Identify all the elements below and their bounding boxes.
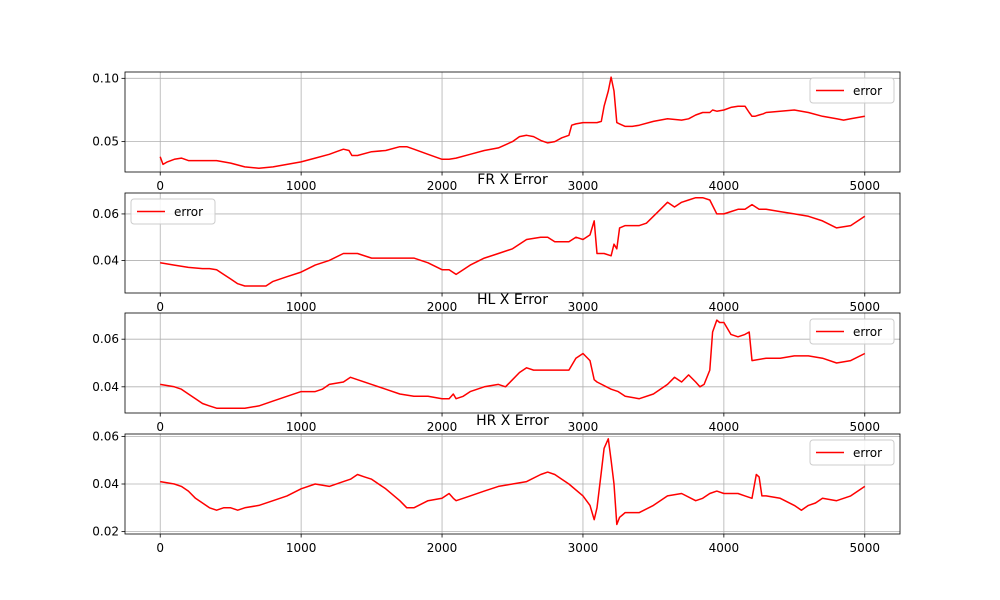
- subplot-2: FR X Error 0 1000 2000 3000 4000 5000 0.04 0.06 e…: [92, 172, 901, 314]
- x-tick-label: 5000: [849, 420, 880, 434]
- subplot-4: HR X Error 0 1000 2000 3000 4000 5000 0.02 0.04 0…: [92, 413, 901, 555]
- y-tick-label: 0.06: [92, 207, 119, 221]
- x-tick-label: 0: [156, 541, 164, 555]
- x-tick-label: 1000: [286, 300, 317, 314]
- x-tick-label: 1000: [286, 179, 317, 193]
- y-tick-label: 0.06: [92, 332, 119, 346]
- x-tick-label: 0: [156, 300, 164, 314]
- y-tick-label: 0.06: [92, 429, 119, 443]
- x-tick-label: 3000: [568, 300, 599, 314]
- subplot-title: FR X Error: [477, 172, 548, 188]
- y-tick-label: 0.04: [92, 477, 119, 491]
- y-tick-label: 0.04: [92, 253, 119, 267]
- legend: error: [809, 439, 895, 466]
- legend-box: [130, 198, 216, 225]
- x-tick-label: 4000: [709, 300, 740, 314]
- x-tick-label: 4000: [709, 541, 740, 555]
- legend-label: error: [853, 325, 882, 339]
- legend: error: [809, 318, 895, 345]
- legend-box: [809, 318, 895, 345]
- legend-label: error: [174, 205, 203, 219]
- legend-box: [809, 77, 895, 104]
- series-line-error: [160, 438, 866, 526]
- series-line-error: [160, 196, 866, 287]
- y-tick-label: 0.10: [92, 71, 119, 85]
- x-tick-label: 3000: [568, 541, 599, 555]
- x-tick-label: 4000: [709, 420, 740, 434]
- series-line-error: [160, 319, 866, 409]
- legend-box: [809, 439, 895, 466]
- y-tick-label: 0.04: [92, 380, 119, 394]
- x-tick-label: 5000: [849, 541, 880, 555]
- legend: error: [809, 77, 895, 104]
- axes-frame: [124, 71, 901, 173]
- axes-frame: [124, 192, 901, 294]
- x-tick-label: 3000: [568, 420, 599, 434]
- subplot-title: HR X Error: [476, 413, 549, 429]
- subplot-1: 0 1000 2000 3000 4000 5000 0.05 0.10 error: [92, 71, 901, 193]
- subplot-3: HL X Error 0 1000 2000 3000 4000 5000 0.04 0.06 e…: [92, 292, 901, 434]
- legend-label: error: [853, 84, 882, 98]
- x-tick-label: 0: [156, 179, 164, 193]
- x-tick-label: 5000: [849, 179, 880, 193]
- x-tick-label: 3000: [568, 179, 599, 193]
- subplot-title: HL X Error: [477, 292, 548, 308]
- y-tick-label: 0.02: [92, 525, 119, 539]
- x-tick-label: 1000: [286, 541, 317, 555]
- x-tick-label: 2000: [427, 179, 458, 193]
- x-tick-label: 5000: [849, 300, 880, 314]
- legend: error: [130, 198, 216, 225]
- y-tick-label: 0.05: [92, 135, 119, 149]
- axes-frame: [124, 312, 901, 414]
- x-tick-label: 0: [156, 420, 164, 434]
- legend-label: error: [853, 446, 882, 460]
- x-tick-label: 1000: [286, 420, 317, 434]
- x-tick-label: 2000: [427, 420, 458, 434]
- x-tick-label: 2000: [427, 300, 458, 314]
- x-tick-label: 4000: [709, 179, 740, 193]
- x-tick-label: 2000: [427, 541, 458, 555]
- series-line-error: [159, 76, 865, 169]
